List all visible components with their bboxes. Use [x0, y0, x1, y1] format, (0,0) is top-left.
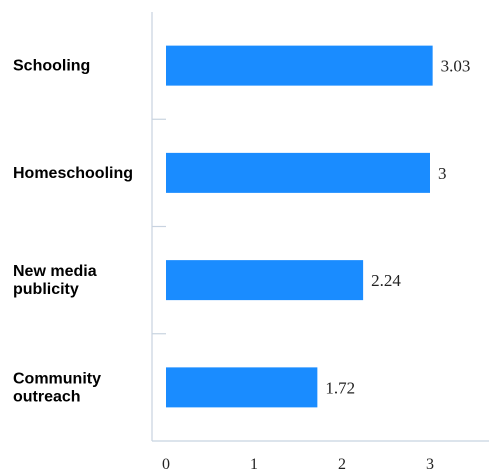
x-tick-labels: 0 1 2 3: [162, 456, 434, 473]
bars: [166, 45, 433, 408]
category-label-line: Schooling: [13, 58, 90, 75]
x-tick-label: 1: [250, 456, 258, 473]
x-tick-label: 0: [162, 456, 170, 473]
category-label-line: outreach: [13, 388, 81, 405]
category-label: Homeschooling: [13, 165, 133, 182]
data-labels: 3.03 3 2.24 1.72: [325, 57, 470, 398]
bar-value-label: 2.24: [371, 271, 401, 290]
category-label: New media publicity: [13, 263, 97, 298]
category-label-line: Homeschooling: [13, 165, 133, 182]
category-labels: Schooling Homeschooling New media publicity…: [13, 58, 133, 406]
x-tick-label: 2: [338, 456, 346, 473]
category-label-line: Community: [13, 370, 101, 387]
bar-value-label: 1.72: [325, 378, 355, 397]
bar: [166, 45, 433, 86]
category-label-line: New media: [13, 263, 97, 280]
category-label: Schooling: [13, 58, 90, 75]
category-label: Community outreach: [13, 370, 101, 405]
bar: [166, 152, 430, 193]
x-tick-label: 3: [426, 456, 434, 473]
category-label-line: publicity: [13, 281, 79, 298]
bar: [166, 260, 364, 301]
axes: [151, 12, 489, 442]
bar-value-label: 3: [438, 164, 447, 183]
bar: [166, 367, 318, 408]
bar-value-label: 3.03: [441, 57, 471, 76]
